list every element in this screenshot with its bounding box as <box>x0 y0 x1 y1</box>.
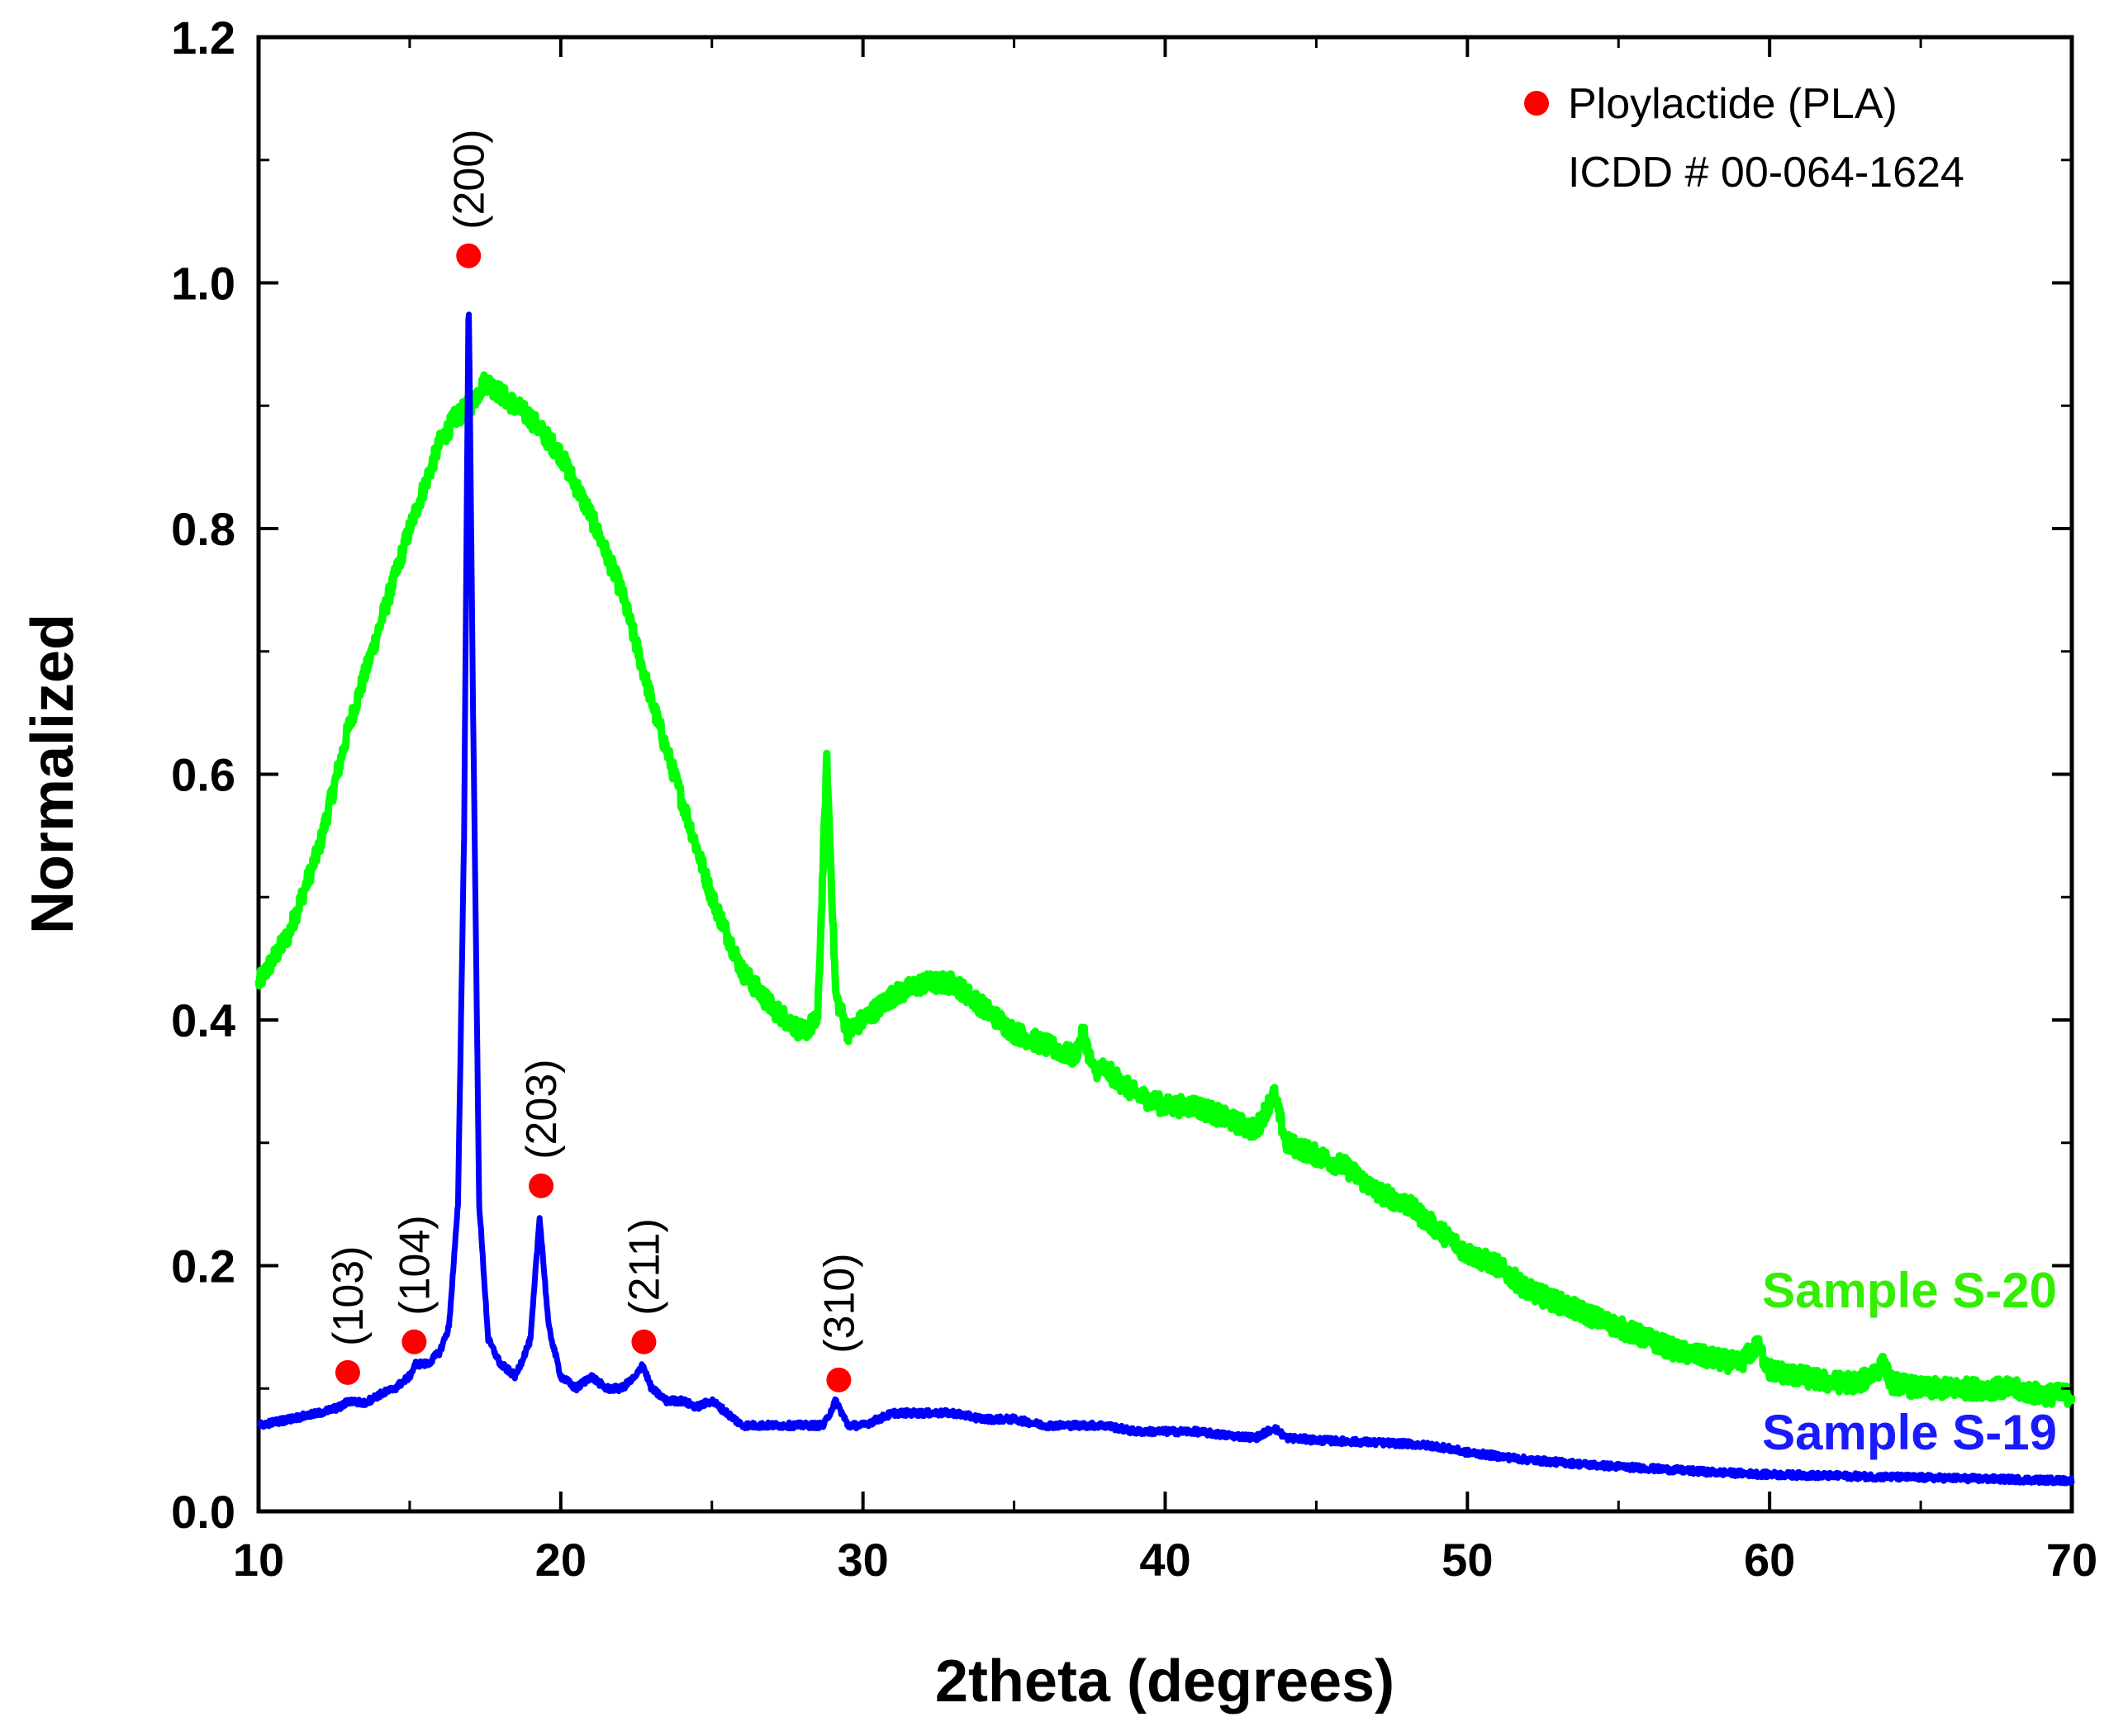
peak-marker <box>631 1329 657 1354</box>
series-line-s19 <box>256 311 2075 1487</box>
x-tick-label: 30 <box>838 1534 889 1586</box>
y-tick-label: 0.8 <box>171 503 235 555</box>
peak-label: (203) <box>518 1059 566 1159</box>
peak-label: (104) <box>391 1215 439 1315</box>
legend-line-2: ICDD # 00-064-1624 <box>1568 149 1964 197</box>
peak-label: (200) <box>445 129 493 229</box>
axis-ticks: 10 20 30 40 50 60 70 0.0 0.2 0.4 0.6 0.8 1.0 1.2 <box>171 12 2097 1586</box>
peak-label: (103) <box>325 1245 373 1345</box>
series-label-s20: Sample S-20 <box>1762 1263 2057 1318</box>
peak-marker <box>529 1173 554 1198</box>
peak-marker <box>456 243 482 268</box>
x-tick-label: 70 <box>2046 1534 2097 1586</box>
y-tick-label: 1.0 <box>171 258 235 310</box>
x-tick-label: 50 <box>1442 1534 1493 1586</box>
series-line-s20 <box>254 371 2076 1408</box>
peak-marker <box>826 1367 852 1392</box>
x-axis-title: 2theta (degrees) <box>935 1648 1394 1715</box>
y-tick-label: 0.0 <box>171 1486 235 1538</box>
series-label-s19: Sample S-19 <box>1762 1405 2057 1460</box>
y-tick-label: 1.2 <box>171 12 235 64</box>
y-axis-title: Normalized <box>20 614 86 934</box>
x-tick-label: 10 <box>233 1534 284 1586</box>
peak-annotations: (103) (104) (200) (203) (211) (310) <box>325 129 863 1392</box>
peak-label: (211) <box>620 1218 668 1316</box>
x-tick-label: 60 <box>1744 1534 1795 1586</box>
y-tick-label: 0.6 <box>171 749 235 801</box>
y-tick-label: 0.4 <box>171 994 235 1046</box>
x-tick-label: 20 <box>535 1534 587 1586</box>
x-tick-label: 40 <box>1139 1534 1190 1586</box>
peak-marker <box>335 1359 360 1385</box>
peak-label: (310) <box>815 1253 863 1353</box>
y-tick-label: 0.2 <box>171 1240 235 1293</box>
legend-line-1: Ploylactide (PLA) <box>1568 80 1898 128</box>
legend-marker <box>1524 91 1549 116</box>
series-layer <box>254 311 2076 1487</box>
peak-marker <box>401 1329 427 1354</box>
legend: Ploylactide (PLA) ICDD # 00-064-1624 <box>1524 80 1964 197</box>
